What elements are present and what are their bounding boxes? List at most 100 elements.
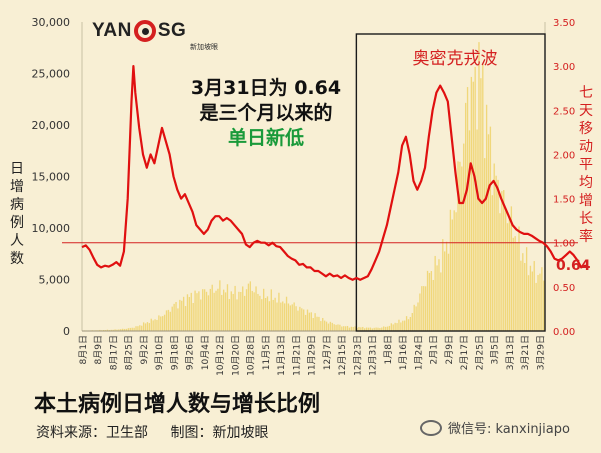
bar [383,326,385,331]
bar [381,327,383,331]
bar [388,325,391,331]
bar [165,310,168,331]
brand-logo: YAN SG 新加坡眼 [92,20,218,51]
bar [423,286,425,331]
y2-tick-label: 3.50 [553,18,575,29]
bar [434,255,436,331]
chart-maker: 制图：新加坡眼 [170,425,269,441]
bar [463,143,465,331]
bar [285,296,288,331]
bar [320,321,322,331]
bar [184,306,187,331]
bar [373,327,375,331]
bar [484,158,486,331]
bar [495,175,497,331]
annotation-line2: 是三个月以来的 [199,102,333,124]
bar [304,314,307,331]
wechat-icon [420,419,442,436]
bar [333,324,335,331]
bar [106,329,109,331]
bar [510,206,513,331]
bar [306,309,309,331]
latest-value-label: 0.64 [556,258,591,274]
wechat-text: 微信号: kanxinjiapo [448,422,570,437]
axes [62,22,578,332]
bar [409,316,412,331]
x-tick-label: 11月13日 [276,335,287,376]
bar [413,304,415,331]
bar [499,213,501,331]
bar [291,304,293,331]
bar [398,319,400,331]
annotation-line3: 单日新低 [227,127,304,149]
bar [415,306,417,331]
bar [202,289,204,331]
bar [133,327,135,331]
bar [316,316,318,331]
bar [213,292,215,331]
bar [426,270,429,331]
y2-tick-label: 2.00 [553,150,575,161]
growth-rate-line [81,65,590,281]
bar [543,280,545,331]
bar [344,326,347,331]
x-tick-label: 3月29日 [535,335,546,370]
bar [171,306,173,331]
x-tick-label: 9月26日 [185,335,196,370]
chart-title: 本土病例日增人数与增长比例 [34,392,321,417]
annotation-line1: 3月31日为 0.64 [190,77,342,99]
bar [141,325,143,331]
bar [245,289,248,331]
bar [489,126,492,332]
bar [384,326,387,331]
bar [278,292,280,331]
bar [436,265,438,331]
bar [525,247,528,331]
bar [144,323,147,331]
bar [363,328,366,331]
bar [506,223,509,331]
bar [337,324,339,331]
bar [459,161,461,331]
daily-case-bars [82,42,545,332]
bar [242,286,244,331]
bar [257,293,259,331]
bar [493,163,495,331]
bar [198,291,200,331]
bar [461,166,463,331]
bar [539,273,541,331]
y2-tick-label: 1.50 [553,195,575,206]
y2-axis-label: 七天移动平均增长率 [579,85,593,245]
bar [358,326,360,331]
x-tick-label: 2月25日 [474,335,485,370]
bar [118,329,120,331]
bar [272,299,274,331]
bar [264,297,267,331]
x-tick-label: 1月16日 [398,335,409,370]
x-tick-labels: 8月1日 8月9日 8月17日 8月25日 9月2日 9月10日 9月18日 9月26日 10月… [78,335,546,376]
bar [127,328,130,331]
bar [527,275,530,331]
y-tick-label: 20,000 [32,119,71,132]
bar [226,284,229,331]
bar [162,316,164,331]
bar [215,290,217,331]
bar [457,161,459,331]
x-tick-label: 1月24日 [413,335,424,370]
bar [247,283,250,331]
y2-tick-label: 3.00 [553,62,575,73]
bar [491,195,493,331]
bar [428,272,431,331]
bar [360,327,362,331]
y2-tick-label: 0.50 [553,283,575,294]
bar [310,312,312,331]
bar [219,280,221,331]
bar [329,321,332,331]
bar [444,251,446,331]
bar [129,327,131,331]
bar [270,289,272,331]
bar [352,327,354,331]
bar [154,319,156,331]
bar [263,288,265,331]
y-tick-label: 10,000 [32,222,71,235]
